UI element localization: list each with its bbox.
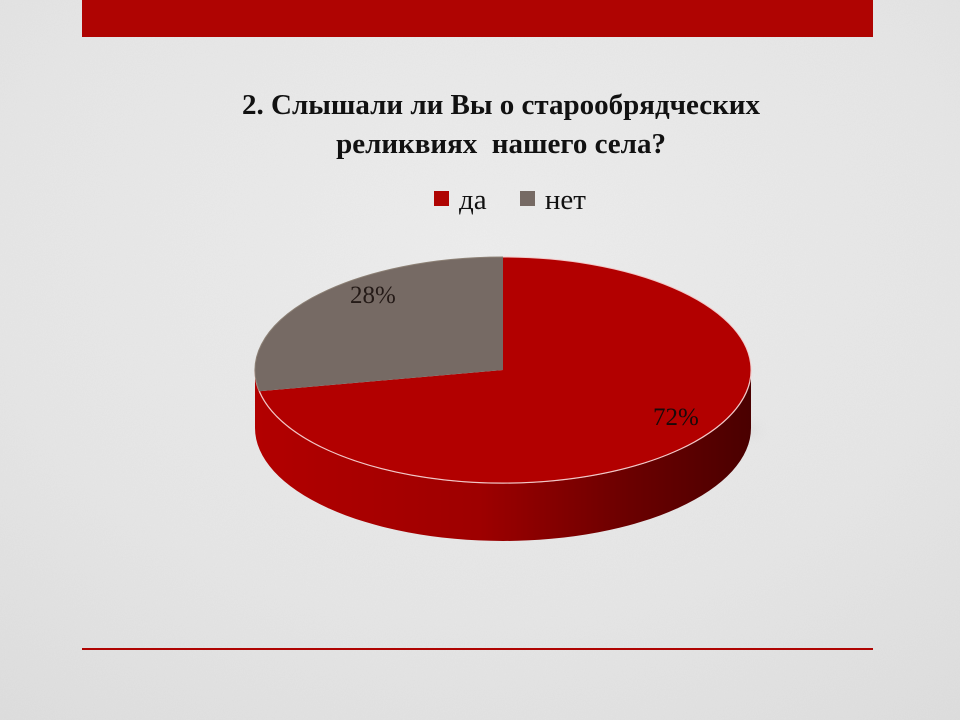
svg-text:28%: 28%	[350, 282, 396, 309]
svg-text:72%: 72%	[653, 404, 699, 431]
